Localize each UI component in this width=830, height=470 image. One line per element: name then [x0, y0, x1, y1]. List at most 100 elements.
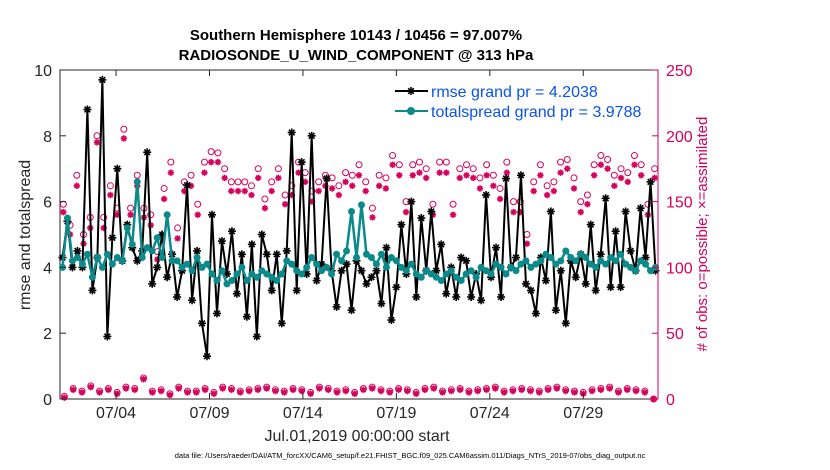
- rmse-point: [143, 148, 152, 157]
- obs-assimilated-marker: [219, 385, 226, 392]
- totalspread-point: [567, 254, 575, 262]
- rmse-point: [287, 128, 296, 137]
- obs-assimilated-marker: [328, 185, 336, 192]
- totalspread-point: [457, 277, 465, 285]
- rmse-point: [387, 316, 396, 325]
- obs-possible-marker: [348, 171, 356, 179]
- obs-assimilated-marker: [496, 195, 504, 203]
- obs-possible-marker: [563, 155, 571, 163]
- obs-possible-marker: [577, 198, 585, 206]
- obs-assimilated-marker: [443, 169, 450, 176]
- totalspread-point: [552, 260, 560, 268]
- obs-assimilated-marker: [281, 201, 289, 208]
- obs-assimilated-marker: [87, 383, 94, 391]
- obs-assimilated-marker: [261, 204, 269, 212]
- obs-assimilated-marker: [536, 389, 543, 396]
- obs-possible-marker: [597, 152, 605, 160]
- totalspread-point: [522, 257, 530, 265]
- obs-assimilated-marker: [120, 135, 128, 142]
- y-right-tick-label: 200: [666, 129, 693, 146]
- y-left-tick-label: 8: [43, 129, 52, 146]
- obs-assimilated-marker: [113, 390, 121, 397]
- legend-spread-marker: [407, 107, 415, 115]
- obs-assimilated-marker: [210, 390, 218, 397]
- obs-assimilated-marker: [436, 169, 443, 176]
- obs-possible-marker: [489, 171, 497, 179]
- chart-title-line2: RADIOSONDE_U_WIND_COMPONENT @ 313 hPa: [179, 47, 534, 64]
- totalspread-point: [338, 257, 346, 265]
- rmse-point: [227, 227, 236, 236]
- obs-possible-marker: [261, 195, 269, 203]
- obs-assimilated-marker: [254, 386, 262, 393]
- obs-assimilated-marker: [248, 191, 255, 199]
- totalspread-point: [467, 267, 475, 275]
- totalspread-point: [437, 277, 445, 285]
- obs-assimilated-marker: [201, 169, 208, 176]
- obs-possible-marker: [604, 155, 612, 163]
- obs-possible-marker: [362, 178, 370, 186]
- legend-rmse-label: rmse grand pr = 4.2038: [431, 84, 598, 101]
- obs-assimilated-marker: [368, 385, 376, 392]
- obs-assimilated-marker: [449, 211, 457, 218]
- legend-rmse-marker: [407, 87, 415, 95]
- obs-assimilated-marker: [166, 391, 174, 399]
- obs-assimilated-marker: [421, 386, 429, 393]
- y-right-tick-label: 100: [666, 260, 693, 277]
- y-right-tick-label: 150: [666, 195, 693, 212]
- rmse-point: [581, 279, 590, 288]
- rmse-point: [277, 319, 286, 328]
- obs-assimilated-marker: [597, 386, 605, 393]
- rmse-point: [541, 276, 550, 285]
- obs-assimilated-marker: [571, 389, 578, 396]
- rmse-point: [556, 266, 565, 275]
- totalspread-point: [68, 257, 76, 265]
- obs-possible-marker: [281, 191, 289, 199]
- obs-assimilated-marker: [503, 169, 511, 176]
- rmse-point: [462, 256, 471, 265]
- obs-possible-marker: [610, 171, 618, 179]
- totalspread-point: [328, 270, 336, 278]
- totalspread-point: [502, 270, 510, 278]
- obs-assimilated-marker: [632, 387, 640, 395]
- obs-possible-marker: [375, 171, 383, 179]
- obs-assimilated-marker: [430, 385, 437, 392]
- obs-assimilated-marker: [298, 387, 306, 395]
- obs-assimilated-marker: [465, 389, 473, 396]
- obs-possible-marker: [449, 200, 457, 208]
- rmse-point: [357, 266, 366, 275]
- obs-possible-marker: [127, 204, 135, 212]
- totalspread-point: [188, 267, 196, 275]
- rmse-point: [551, 306, 560, 315]
- totalspread-point: [218, 267, 226, 275]
- totalspread-point: [637, 257, 645, 265]
- rmse-point: [457, 253, 466, 262]
- obs-assimilated-marker: [624, 178, 631, 186]
- rmse-point: [372, 266, 381, 275]
- rmse-point: [467, 293, 476, 302]
- obs-assimilated-marker: [590, 172, 598, 179]
- totalspread-point: [427, 270, 435, 278]
- rmse-point: [492, 243, 501, 252]
- rmse-point: [188, 296, 197, 305]
- totalspread-point: [273, 277, 281, 285]
- obs-assimilated-marker: [295, 169, 302, 176]
- totalspread-point: [163, 211, 171, 219]
- obs-assimilated-marker: [631, 161, 638, 168]
- rmse-point: [477, 296, 486, 305]
- totalspread-point: [118, 257, 126, 265]
- obs-assimilated-marker: [448, 387, 455, 395]
- obs-possible-marker: [214, 149, 222, 157]
- obs-assimilated-marker: [404, 387, 411, 395]
- obs-assimilated-marker: [463, 172, 470, 179]
- rmse-point: [337, 266, 346, 275]
- totalspread-point: [592, 263, 600, 271]
- totalspread-point: [492, 260, 500, 268]
- rmse-point: [232, 289, 241, 298]
- totalspread-point: [442, 270, 450, 278]
- obs-possible-marker: [456, 165, 464, 173]
- obs-possible-marker: [476, 174, 484, 182]
- obs-possible-marker: [463, 161, 471, 169]
- obs-assimilated-marker: [389, 161, 396, 168]
- obs-assimilated-marker: [490, 182, 497, 190]
